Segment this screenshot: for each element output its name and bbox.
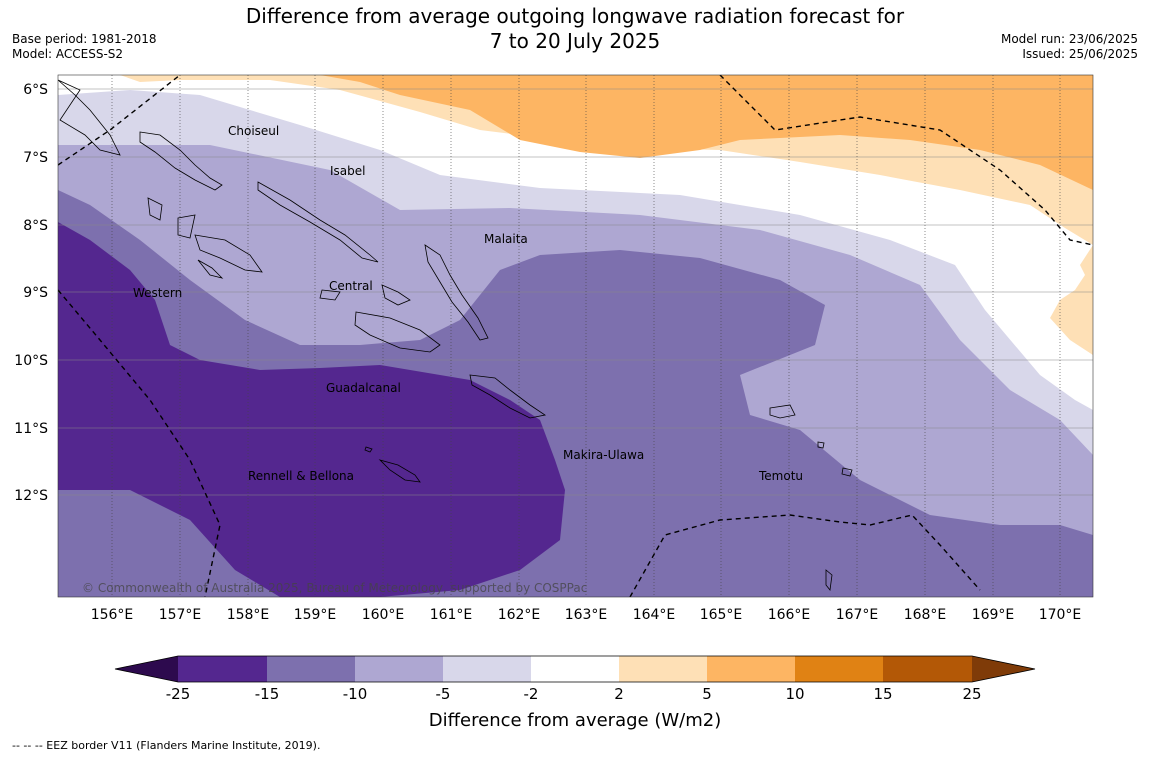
band-plus2-plus5-east xyxy=(1050,245,1093,355)
region-label-guadalcanal: Guadalcanal xyxy=(326,381,401,395)
colorbar-title: Difference from average (W/m2) xyxy=(429,710,721,731)
colorbar-label: -25 xyxy=(166,685,191,703)
model-text: Model: ACCESS-S2 xyxy=(12,47,124,61)
lon-label-164e: 164°E xyxy=(633,607,676,623)
latitude-labels: 6°S 7°S 8°S 9°S 10°S 11°S 12°S xyxy=(14,82,48,504)
colorbar-label: -2 xyxy=(524,685,539,703)
base-period-text: Base period: 1981-2018 xyxy=(12,32,157,46)
isabel-island xyxy=(257,181,379,263)
colorbar-bin-4 xyxy=(443,656,531,682)
copyright-text: © Commonwealth of Australia 2025, Bureau… xyxy=(82,581,587,595)
region-label-western: Western xyxy=(133,286,182,300)
malaita-island xyxy=(424,244,489,341)
region-label-malaita: Malaita xyxy=(484,232,528,246)
colorbar-label: 25 xyxy=(962,685,981,703)
colorbar-label: -5 xyxy=(436,685,451,703)
lon-label-167e: 167°E xyxy=(836,607,879,623)
anomaly-field xyxy=(58,75,1093,597)
colorbar-labels: -25 -15 -10 -5 -2 2 5 10 15 25 xyxy=(166,685,982,703)
lat-label-8s: 8°S xyxy=(23,218,48,234)
new-georgia-island xyxy=(194,234,263,273)
lat-label-6s: 6°S xyxy=(23,82,48,98)
title-line-2: 7 to 20 July 2025 xyxy=(489,29,661,53)
vanikoro-island xyxy=(841,467,853,477)
colorbar-label: -10 xyxy=(343,685,368,703)
title-line-1: Difference from average outgoing longwav… xyxy=(245,4,905,28)
region-label-central: Central xyxy=(329,279,373,293)
lat-label-9s: 9°S xyxy=(23,285,48,301)
russell-islands xyxy=(319,289,341,301)
colorbar-bin-5 xyxy=(531,656,619,682)
lon-label-162e: 162°E xyxy=(498,607,541,623)
issued-text: Issued: 25/06/2025 xyxy=(1022,47,1138,61)
lon-label-169e: 169°E xyxy=(972,607,1015,623)
band-minus25-minus15 xyxy=(58,222,565,597)
colorbar-bin-8 xyxy=(795,656,883,682)
region-label-rennell-bellona: Rennell & Bellona xyxy=(248,469,354,483)
colorbar xyxy=(114,655,1036,683)
longitude-gridlines xyxy=(111,75,1061,597)
lat-label-10s: 10°S xyxy=(14,353,48,369)
vella-lavella-island xyxy=(147,197,163,221)
colorbar-outline xyxy=(114,655,1036,683)
colorbar-label: 2 xyxy=(614,685,624,703)
map-frame xyxy=(57,74,1094,598)
lon-label-157e: 157°E xyxy=(159,607,202,623)
band-plus5-plus10 xyxy=(320,75,1093,190)
rendova-island xyxy=(197,259,224,279)
bougainville-island xyxy=(58,79,121,156)
colorbar-bin-2 xyxy=(267,656,355,682)
colorbar-bin-1 xyxy=(178,656,267,682)
colorbar-label: 10 xyxy=(785,685,804,703)
colorbar-bin-6 xyxy=(619,656,707,682)
meta-right: Model run: 23/06/2025 Issued: 25/06/2025 xyxy=(1001,32,1138,62)
bellona-island xyxy=(364,446,373,453)
colorbar-label: 5 xyxy=(702,685,712,703)
lon-label-163e: 163°E xyxy=(565,607,608,623)
guadalcanal-island xyxy=(354,311,441,353)
colorbar-extend-low xyxy=(115,656,178,682)
lon-label-159e: 159°E xyxy=(294,607,337,623)
colorbar-label: 15 xyxy=(873,685,892,703)
choiseul-island xyxy=(139,131,223,191)
lon-label-158e: 158°E xyxy=(227,607,270,623)
map-title: Difference from average outgoing longwav… xyxy=(0,4,1150,54)
lon-label-166e: 166°E xyxy=(768,607,811,623)
longitude-labels: 156°E 157°E 158°E 159°E 160°E 161°E 162°… xyxy=(91,607,1082,623)
florida-islands xyxy=(381,284,411,306)
kolombangara-island xyxy=(177,214,196,239)
eez-legend-footer: -- -- -- EEZ border V11 (Flanders Marine… xyxy=(12,739,321,752)
colorbar-label: -15 xyxy=(255,685,280,703)
lon-label-170e: 170°E xyxy=(1039,607,1082,623)
santa-cruz-island xyxy=(769,404,796,419)
lon-label-161e: 161°E xyxy=(430,607,473,623)
region-label-isabel: Isabel xyxy=(330,164,365,178)
rennell-island xyxy=(378,459,421,483)
lon-label-160e: 160°E xyxy=(362,607,405,623)
makira-island xyxy=(469,374,547,419)
lon-label-165e: 165°E xyxy=(700,607,743,623)
region-labels: Choiseul Isabel Malaita Central Western … xyxy=(133,124,803,483)
model-run-text: Model run: 23/06/2025 xyxy=(1000,32,1138,46)
coastlines xyxy=(58,79,853,591)
region-label-temotu: Temotu xyxy=(758,469,803,483)
lon-label-156e: 156°E xyxy=(91,607,134,623)
vanuatu-island xyxy=(825,569,833,591)
lon-label-168e: 168°E xyxy=(904,607,947,623)
colorbar-extend-high xyxy=(972,656,1035,682)
latitude-gridlines xyxy=(58,88,1093,496)
eez-border xyxy=(58,75,1093,597)
lat-label-7s: 7°S xyxy=(23,150,48,166)
tinakula-island xyxy=(817,441,825,449)
meta-left: Base period: 1981-2018 Model: ACCESS-S2 xyxy=(12,32,157,62)
lat-label-11s: 11°S xyxy=(14,421,48,437)
colorbar-bin-7 xyxy=(707,656,795,682)
region-label-makira-ulawa: Makira-Ulawa xyxy=(563,448,644,462)
colorbar-bin-9 xyxy=(883,656,972,682)
colorbar-bin-3 xyxy=(355,656,443,682)
lat-label-12s: 12°S xyxy=(14,488,48,504)
region-label-choiseul: Choiseul xyxy=(228,124,279,138)
